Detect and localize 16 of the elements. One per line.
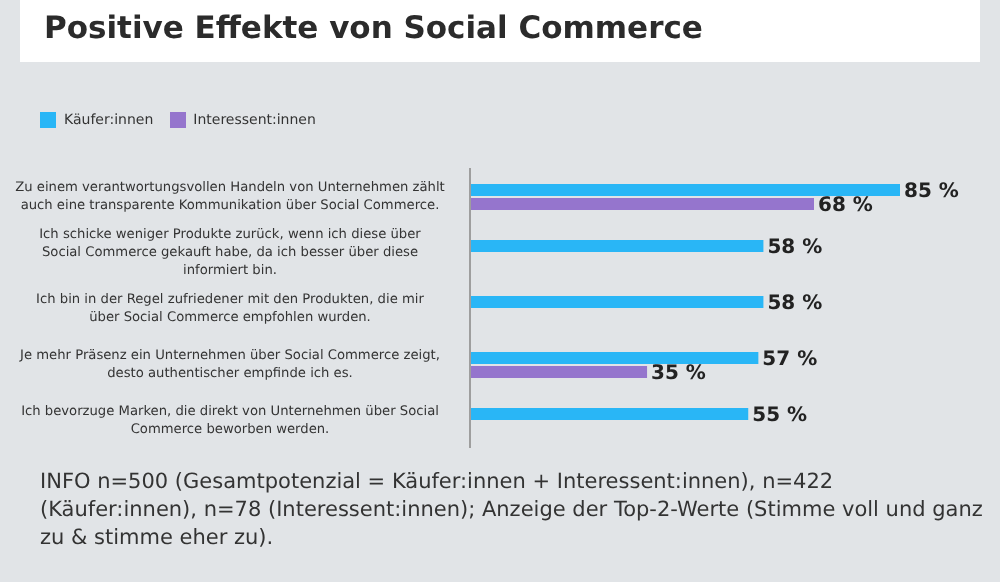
bar [470,240,764,252]
bar [470,366,648,378]
data-label: 58 % [767,293,823,315]
bar [470,296,764,308]
bar [470,184,900,196]
bar [470,352,759,364]
data-label: 58 % [767,237,823,259]
data-label: 57 % [762,349,818,371]
data-label: 55 % [752,405,808,427]
data-label: 35 % [651,363,706,385]
bar [470,408,749,420]
data-label: 85 % [904,181,959,203]
text: INFO n=500 (Gesamtpotenzial = Käufer:innen + Interessent:innen), n=422 (Käufer:innen), n=78 (Interessent:innen); Anzeige der Top-2-Werte (Stimme voll und ganz zu & stimme eher zu). [40,468,985,552]
bar [470,198,814,210]
data-label: 68 % [818,195,873,217]
chart-title: Positive Effekte von Social Commerce [44,10,703,46]
